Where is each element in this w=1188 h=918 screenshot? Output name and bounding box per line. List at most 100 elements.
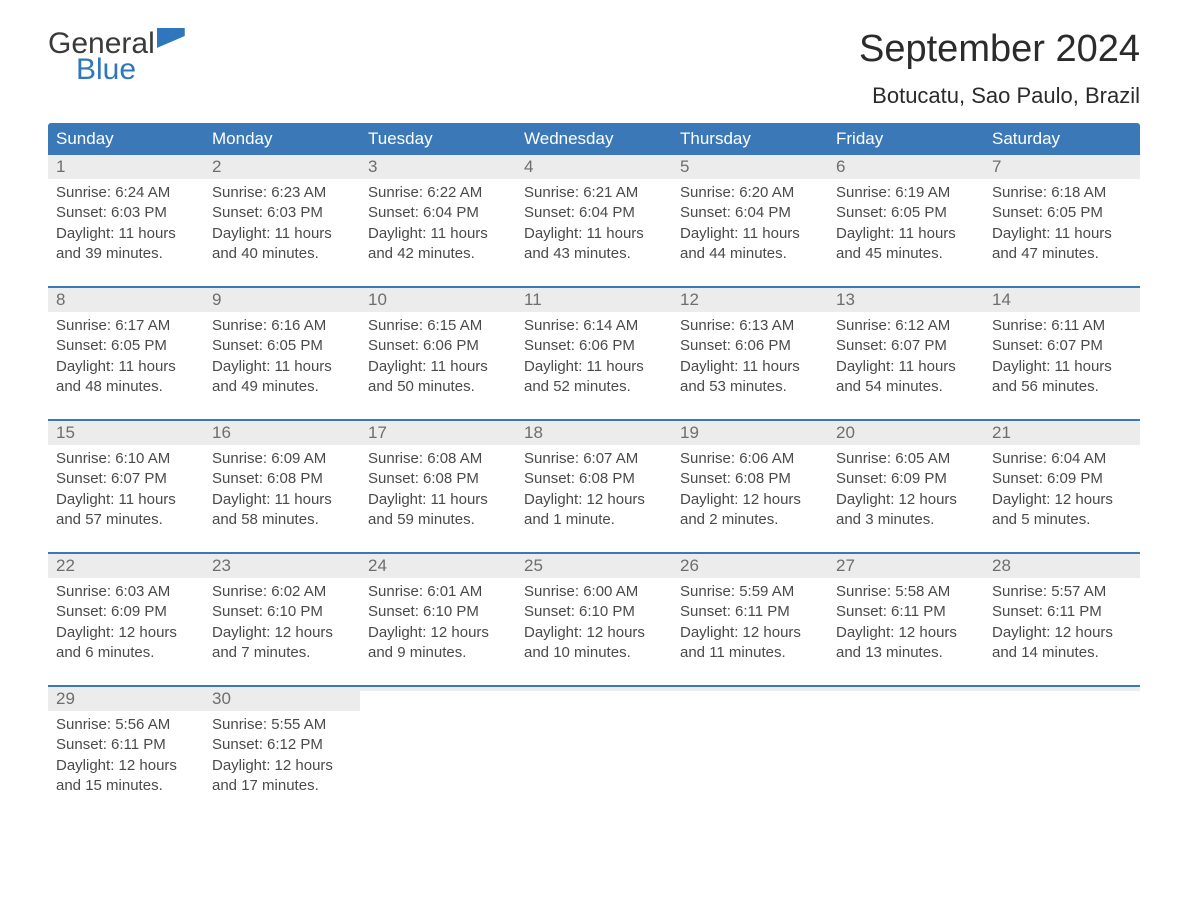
day-number: 30	[212, 689, 352, 709]
day-cell: 16 Sunrise: 6:09 AMSunset: 6:08 PMDayligh…	[204, 419, 360, 530]
daynum-row: 11	[516, 286, 672, 312]
sunrise-text: Sunrise: 6:18 AM	[992, 183, 1132, 203]
sunrise-text: Sunrise: 6:12 AM	[836, 316, 976, 336]
daylight-line1: Daylight: 12 hours	[212, 623, 352, 643]
daynum-row: 8	[48, 286, 204, 312]
sunrise-text: Sunrise: 6:21 AM	[524, 183, 664, 203]
daynum-row: 10	[360, 286, 516, 312]
daynum-row: 17	[360, 419, 516, 445]
day-cell: 23Sunrise: 6:02 AMSunset: 6:10 PMDayligh…	[204, 552, 360, 663]
daylight-line2: and 43 minutes.	[524, 244, 664, 264]
daynum-row: 30	[204, 685, 360, 711]
day-body: Sunrise: 6:09 AMSunset: 6:08 PMDaylight:…	[210, 449, 354, 530]
daynum-row: 1	[48, 155, 204, 179]
day-cell: 27 Sunrise: 5:58 AMSunset: 6:11 PMDayligh…	[828, 552, 984, 663]
daylight-line1: Daylight: 11 hours	[836, 357, 976, 377]
day-body: Sunrise: 6:12 AMSunset: 6:07 PMDaylight:…	[834, 316, 978, 397]
day-cell: 26 Sunrise: 5:59 AMSunset: 6:11 PMDayligh…	[672, 552, 828, 663]
day-number: 19	[680, 423, 820, 443]
day-number: 16	[212, 423, 352, 443]
daylight-line1: Daylight: 12 hours	[56, 756, 196, 776]
day-body: Sunrise: 6:24 AMSunset: 6:03 PMDaylight:…	[54, 183, 198, 264]
daynum-row: 29	[48, 685, 204, 711]
sunrise-text: Sunrise: 5:55 AM	[212, 715, 352, 735]
sunrise-text: Sunrise: 6:15 AM	[368, 316, 508, 336]
dow-saturday: Saturday	[984, 123, 1140, 155]
day-cell-empty	[672, 685, 828, 796]
sunrise-text: Sunrise: 5:59 AM	[680, 582, 820, 602]
sunrise-text: Sunrise: 6:08 AM	[368, 449, 508, 469]
daynum-row: 3	[360, 155, 516, 179]
daylight-line1: Daylight: 11 hours	[212, 490, 352, 510]
day-body: Sunrise: 5:56 AMSunset: 6:11 PMDaylight:…	[54, 715, 198, 796]
daylight-line2: and 11 minutes.	[680, 643, 820, 663]
sunrise-text: Sunrise: 6:17 AM	[56, 316, 196, 336]
day-body: Sunrise: 6:23 AMSunset: 6:03 PMDaylight:…	[210, 183, 354, 264]
day-number: 26	[680, 556, 820, 576]
daylight-line1: Daylight: 12 hours	[524, 623, 664, 643]
sunrise-text: Sunrise: 6:02 AM	[212, 582, 352, 602]
day-body: Sunrise: 6:06 AMSunset: 6:08 PMDaylight:…	[678, 449, 822, 530]
title-area: September 2024 Botucatu, Sao Paulo, Braz…	[859, 28, 1140, 119]
day-body: Sunrise: 6:14 AMSunset: 6:06 PMDaylight:…	[522, 316, 666, 397]
sunset-text: Sunset: 6:09 PM	[56, 602, 196, 622]
daylight-line2: and 49 minutes.	[212, 377, 352, 397]
sunrise-text: Sunrise: 5:58 AM	[836, 582, 976, 602]
sunset-text: Sunset: 6:11 PM	[992, 602, 1132, 622]
daynum-row: 22	[48, 552, 204, 578]
day-cell: 18Sunrise: 6:07 AMSunset: 6:08 PMDayligh…	[516, 419, 672, 530]
dow-sunday: Sunday	[48, 123, 204, 155]
day-body: Sunrise: 6:03 AMSunset: 6:09 PMDaylight:…	[54, 582, 198, 663]
daylight-line1: Daylight: 11 hours	[992, 224, 1132, 244]
sunrise-text: Sunrise: 6:03 AM	[56, 582, 196, 602]
day-cell: 11 Sunrise: 6:14 AMSunset: 6:06 PMDayligh…	[516, 286, 672, 397]
day-body: Sunrise: 6:22 AMSunset: 6:04 PMDaylight:…	[366, 183, 510, 264]
daylight-line2: and 40 minutes.	[212, 244, 352, 264]
daynum-row: 12	[672, 286, 828, 312]
daylight-line2: and 48 minutes.	[56, 377, 196, 397]
day-number: 8	[56, 290, 196, 310]
sunset-text: Sunset: 6:06 PM	[368, 336, 508, 356]
sunrise-text: Sunrise: 6:00 AM	[524, 582, 664, 602]
sunset-text: Sunset: 6:04 PM	[680, 203, 820, 223]
day-number: 24	[368, 556, 508, 576]
day-cell: 12Sunrise: 6:13 AMSunset: 6:06 PMDayligh…	[672, 286, 828, 397]
sunset-text: Sunset: 6:05 PM	[212, 336, 352, 356]
sunset-text: Sunset: 6:08 PM	[368, 469, 508, 489]
day-body: Sunrise: 5:57 AMSunset: 6:11 PMDaylight:…	[990, 582, 1134, 663]
sunset-text: Sunset: 6:04 PM	[524, 203, 664, 223]
daynum-row	[360, 685, 516, 691]
sunset-text: Sunset: 6:04 PM	[368, 203, 508, 223]
daylight-line1: Daylight: 11 hours	[524, 224, 664, 244]
daylight-line1: Daylight: 12 hours	[836, 490, 976, 510]
sunset-text: Sunset: 6:08 PM	[524, 469, 664, 489]
sunrise-text: Sunrise: 6:01 AM	[368, 582, 508, 602]
sunset-text: Sunset: 6:11 PM	[56, 735, 196, 755]
day-number: 22	[56, 556, 196, 576]
sunrise-text: Sunrise: 6:05 AM	[836, 449, 976, 469]
sunset-text: Sunset: 6:10 PM	[212, 602, 352, 622]
day-body: Sunrise: 5:55 AMSunset: 6:12 PMDaylight:…	[210, 715, 354, 796]
sunset-text: Sunset: 6:10 PM	[368, 602, 508, 622]
day-cell: 28Sunrise: 5:57 AMSunset: 6:11 PMDayligh…	[984, 552, 1140, 663]
daynum-row: 20	[828, 419, 984, 445]
brand-logo: General Blue	[48, 28, 185, 85]
daylight-line2: and 47 minutes.	[992, 244, 1132, 264]
sunrise-text: Sunrise: 6:09 AM	[212, 449, 352, 469]
day-body: Sunrise: 5:58 AMSunset: 6:11 PMDaylight:…	[834, 582, 978, 663]
sunrise-text: Sunrise: 6:06 AM	[680, 449, 820, 469]
day-number: 7	[992, 157, 1132, 177]
day-body: Sunrise: 6:17 AMSunset: 6:05 PMDaylight:…	[54, 316, 198, 397]
daynum-row: 27	[828, 552, 984, 578]
day-body: Sunrise: 5:59 AMSunset: 6:11 PMDaylight:…	[678, 582, 822, 663]
daylight-line2: and 9 minutes.	[368, 643, 508, 663]
week-row: 29 Sunrise: 5:56 AMSunset: 6:11 PMDayligh…	[48, 685, 1140, 796]
daynum-row	[672, 685, 828, 691]
day-number: 4	[524, 157, 664, 177]
daynum-row: 21	[984, 419, 1140, 445]
day-cell: 25Sunrise: 6:00 AMSunset: 6:10 PMDayligh…	[516, 552, 672, 663]
sunrise-text: Sunrise: 6:04 AM	[992, 449, 1132, 469]
daylight-line1: Daylight: 12 hours	[212, 756, 352, 776]
day-body: Sunrise: 6:19 AMSunset: 6:05 PMDaylight:…	[834, 183, 978, 264]
daylight-line1: Daylight: 12 hours	[368, 623, 508, 643]
